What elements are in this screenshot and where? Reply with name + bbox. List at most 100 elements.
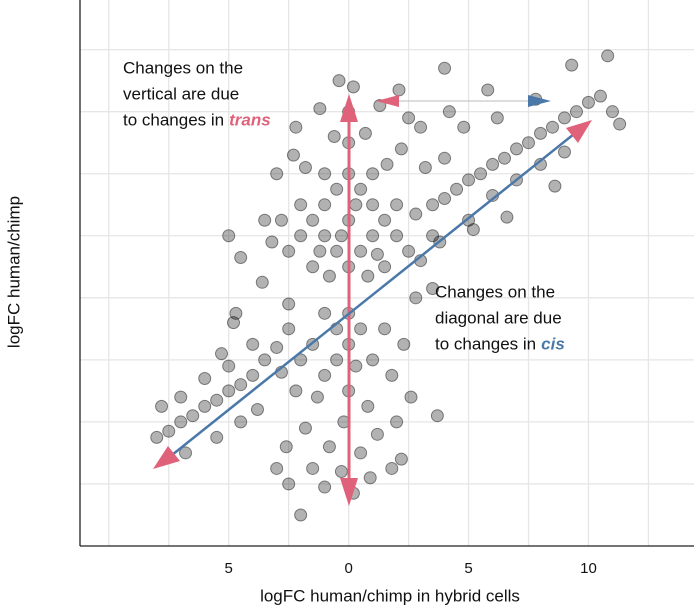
point	[380, 157, 394, 171]
point	[522, 136, 536, 150]
point	[174, 415, 188, 429]
annotation-line: Changes on the	[435, 282, 555, 301]
point	[392, 83, 406, 97]
x-tick-label: 0	[344, 560, 352, 577]
point	[438, 61, 452, 75]
point	[569, 105, 583, 119]
point	[418, 161, 432, 175]
point	[450, 182, 464, 196]
point	[481, 83, 495, 97]
point	[258, 353, 272, 367]
point	[318, 198, 332, 212]
point	[390, 198, 404, 212]
point	[334, 229, 348, 243]
point	[255, 275, 269, 289]
point	[378, 322, 392, 336]
point	[613, 117, 627, 131]
point	[397, 337, 411, 351]
annotation-line: diagonal are due	[435, 308, 562, 327]
point	[402, 244, 416, 258]
point	[318, 306, 332, 320]
annotation-line: Changes on the	[123, 58, 243, 77]
point	[426, 282, 440, 296]
point	[306, 213, 320, 227]
point	[366, 353, 380, 367]
point	[354, 446, 368, 460]
point	[258, 213, 272, 227]
point	[581, 95, 595, 109]
point	[179, 446, 193, 460]
point	[385, 461, 399, 475]
diagonal-arrow	[171, 133, 575, 456]
point	[265, 235, 279, 249]
point	[390, 229, 404, 243]
point	[354, 244, 368, 258]
x-tick-label: 10	[580, 560, 597, 577]
point	[438, 192, 452, 206]
point	[370, 247, 384, 261]
point	[334, 465, 348, 479]
point	[548, 179, 562, 193]
point	[270, 167, 284, 181]
point	[318, 368, 332, 382]
point	[430, 409, 444, 423]
x-tick-label: 5	[225, 560, 233, 577]
point	[490, 111, 504, 125]
y-axis-label: logFC human/chimp	[4, 196, 23, 348]
point	[370, 427, 384, 441]
point	[322, 440, 336, 454]
point	[593, 89, 607, 103]
point	[210, 393, 224, 407]
point	[361, 269, 375, 283]
point	[250, 403, 264, 416]
x-axis-label: logFC human/chimp in hybrid cells	[260, 586, 520, 605]
point	[274, 213, 288, 227]
point	[234, 378, 248, 392]
point	[234, 250, 248, 264]
point	[150, 430, 164, 444]
point	[385, 368, 399, 382]
annotations: Changes on the vertical are due to changes…	[123, 58, 565, 353]
point	[557, 145, 571, 159]
annotation-emphasis: cis	[541, 334, 565, 353]
point	[227, 316, 240, 330]
point	[358, 126, 372, 140]
point	[363, 471, 377, 485]
point	[306, 260, 320, 274]
point	[310, 390, 324, 404]
point	[466, 223, 480, 237]
point	[294, 508, 308, 522]
x-tick-label: 5	[464, 560, 472, 577]
point	[282, 322, 296, 336]
point	[246, 368, 260, 382]
point	[330, 244, 344, 258]
point	[198, 399, 212, 413]
point	[534, 126, 547, 140]
point	[318, 229, 332, 243]
legend-arrowhead-right	[528, 95, 551, 107]
point	[222, 359, 236, 373]
point	[282, 297, 296, 311]
point	[298, 421, 312, 435]
point	[402, 111, 416, 125]
annotation-line: to changes in	[123, 110, 224, 129]
arrows	[153, 94, 592, 506]
point	[286, 148, 300, 162]
point	[289, 120, 303, 134]
point	[313, 244, 327, 258]
point	[349, 198, 363, 212]
point	[294, 198, 308, 212]
point	[557, 111, 571, 125]
point	[210, 430, 224, 444]
point	[298, 161, 312, 175]
point	[322, 269, 336, 283]
point	[229, 306, 243, 320]
point	[378, 260, 392, 274]
point	[442, 105, 456, 119]
point	[354, 322, 368, 336]
plot-area	[80, 0, 694, 546]
annotation-emphasis: trans	[229, 110, 271, 129]
point	[246, 337, 260, 351]
point	[186, 409, 200, 423]
